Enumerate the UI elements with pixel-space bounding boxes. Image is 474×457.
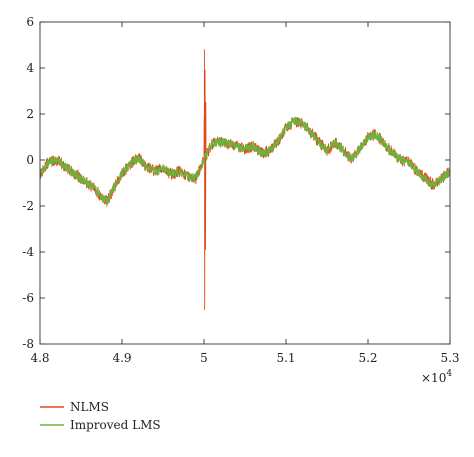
y-tick-label: 2 <box>26 107 34 121</box>
x-tick-label: 5.1 <box>276 351 295 365</box>
series-layer <box>39 49 451 310</box>
y-tick-label: -4 <box>22 245 34 259</box>
y-tick-label: -8 <box>22 337 34 351</box>
x-tick-label: 5.3 <box>440 351 459 365</box>
y-tick-label: -6 <box>22 291 34 305</box>
legend-label: Improved LMS <box>70 418 161 432</box>
x-tick-label: 5.2 <box>358 351 377 365</box>
x-axis-multiplier: ×104 <box>421 369 452 385</box>
axis-layer: 4.8 4.9 5 5.1 5.2 5.3 -8 -6 -4 -2 0 2 4 6 <box>22 15 459 365</box>
legend-label: NLMS <box>70 400 109 414</box>
x-axis-multiplier-base: ×10 <box>421 371 446 385</box>
y-tick-label: 4 <box>26 61 34 75</box>
x-tick-label: 4.8 <box>30 351 49 365</box>
legend: NLMS Improved LMS <box>40 400 161 432</box>
x-axis-multiplier-exponent: 4 <box>446 369 452 379</box>
y-tick-label: 6 <box>26 15 34 29</box>
plot-frame <box>39 21 451 345</box>
y-tick-label: -2 <box>22 199 34 213</box>
y-tick-label: 0 <box>26 153 34 167</box>
x-tick-label: 4.9 <box>112 351 131 365</box>
x-tick-label: 5 <box>200 351 208 365</box>
series-line-improved-lms <box>39 117 451 205</box>
